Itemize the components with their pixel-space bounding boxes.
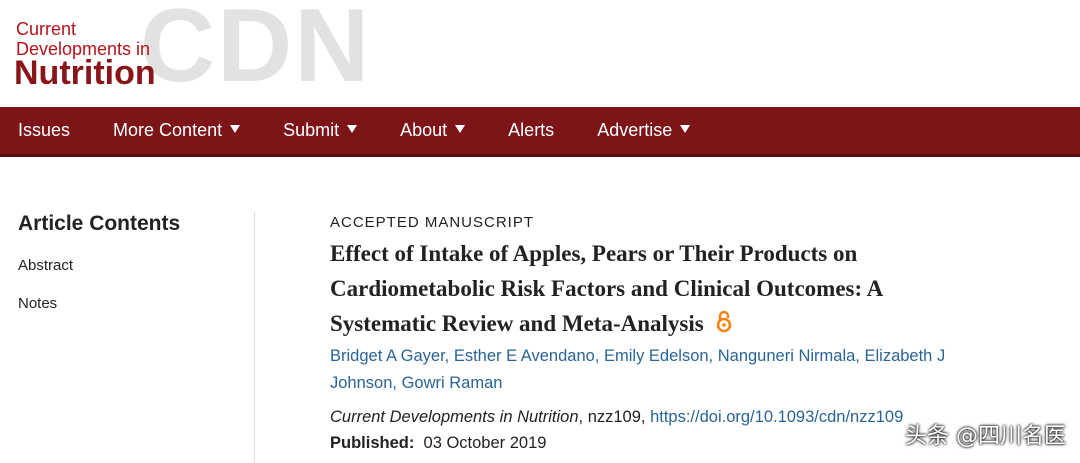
nav-label[interactable]: Submit bbox=[283, 120, 340, 140]
dropdown-caret[interactable] bbox=[347, 124, 358, 133]
dropdown-caret[interactable] bbox=[680, 124, 691, 133]
nav-item[interactable]: Alerts bbox=[508, 120, 554, 141]
title-text: Effect of Intake of Apples, Pears or The… bbox=[330, 241, 882, 336]
sidebar-link[interactable]: Notes bbox=[18, 295, 58, 312]
article-id: , nzz109, bbox=[578, 408, 651, 426]
nav-item[interactable]: Advertise bbox=[597, 120, 691, 141]
dropdown-caret[interactable] bbox=[455, 124, 466, 133]
published: Published: 03 October 2019 bbox=[330, 434, 546, 453]
nav-label[interactable]: Alerts bbox=[508, 120, 555, 140]
article-title: Effect of Intake of Apples, Pears or The… bbox=[330, 236, 970, 341]
published-label: Published: bbox=[330, 434, 415, 452]
doi-link[interactable]: https://doi.org/10.1093/cdn/nzz109 bbox=[650, 408, 904, 426]
sidebar-link[interactable]: Abstract bbox=[18, 257, 74, 274]
author-separator: , bbox=[444, 347, 450, 365]
author-link[interactable]: Esther E Avendano bbox=[453, 347, 595, 365]
author-link[interactable]: Nanguneri Nirmala bbox=[717, 347, 856, 365]
logo-line[interactable]: Developments in bbox=[16, 39, 151, 59]
nav-label[interactable]: More Content bbox=[113, 120, 223, 140]
logo-line[interactable]: Current bbox=[16, 19, 77, 39]
author-separator: , bbox=[708, 347, 714, 365]
dropdown-caret[interactable] bbox=[230, 124, 241, 133]
nav-label[interactable]: About bbox=[400, 120, 448, 140]
author-link[interactable]: Bridget A Gayer bbox=[330, 347, 445, 365]
open-access-icon bbox=[717, 310, 732, 333]
divider bbox=[254, 212, 255, 463]
logo-watermark: CDN bbox=[140, 0, 372, 104]
published-date: 03 October 2019 bbox=[423, 434, 547, 452]
nav-item[interactable]: About bbox=[400, 120, 466, 141]
citation: Current Developments in Nutrition, nzz10… bbox=[330, 408, 903, 427]
author-link[interactable]: Gowri Raman bbox=[401, 374, 503, 392]
author-link[interactable]: Emily Edelson bbox=[604, 347, 709, 365]
author-separator: , bbox=[392, 374, 397, 392]
author-separator: , bbox=[594, 347, 600, 365]
nav-item[interactable]: Issues bbox=[18, 120, 70, 141]
nav-bar: Issues More Content Submit About Alerts … bbox=[0, 107, 1080, 157]
author-separator: , bbox=[855, 347, 860, 365]
journal-name: Current Developments in Nutrition bbox=[330, 408, 579, 426]
article-label: ACCEPTED MANUSCRIPT bbox=[330, 214, 535, 231]
nav-item[interactable]: More Content bbox=[113, 120, 241, 141]
watermark: 头条 @四川名医 bbox=[905, 424, 1066, 449]
logo-line[interactable]: Nutrition bbox=[14, 54, 156, 92]
nav-label[interactable]: Issues bbox=[18, 120, 71, 140]
author-list: Bridget A Gayer, Esther E Avendano, Emil… bbox=[330, 343, 950, 397]
author-link[interactable]: Elizabeth J Johnson bbox=[330, 347, 946, 392]
nav-label[interactable]: Advertise bbox=[597, 120, 673, 140]
sidebar-title: Article Contents bbox=[18, 212, 181, 235]
nav-item[interactable]: Submit bbox=[283, 120, 358, 141]
